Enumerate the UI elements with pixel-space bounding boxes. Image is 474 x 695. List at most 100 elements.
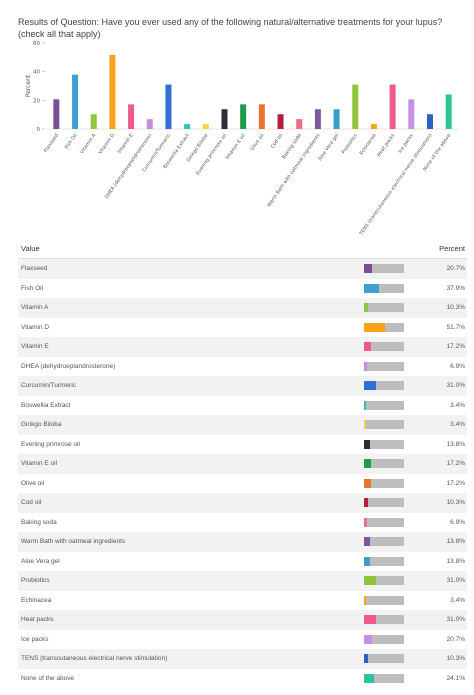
row-bar-cell	[364, 630, 424, 650]
bar	[445, 94, 452, 129]
row-bar-fill	[364, 576, 377, 586]
table-row: Olive oil 17.2%	[18, 474, 467, 494]
row-value-label: Vitamin D	[21, 323, 50, 331]
row-bar-cell	[364, 571, 424, 591]
row-bar-fill	[364, 400, 366, 410]
row-bar-track	[364, 322, 404, 332]
x-tick-label: Vitamin A	[79, 132, 98, 155]
table-row: Curcumin/Turmeric 31.0%	[18, 376, 467, 396]
bar-column-header	[364, 238, 424, 259]
row-value-label: Aloe Vera gel	[21, 557, 60, 565]
row-value-label: Olive oil	[21, 479, 45, 487]
row-value-label: Vitamin A	[18, 298, 364, 318]
row-value-label: Ginkgo Biloba	[18, 415, 364, 435]
x-tick-label: Heat packs	[376, 132, 397, 158]
table-row: Warm Bath with oatmeal ingredients 13.8%	[18, 532, 467, 552]
row-bar-track	[364, 459, 404, 469]
row-bar-cell	[364, 552, 424, 572]
y-tick-label: 20	[33, 98, 40, 104]
x-tick-label: Probiotics	[341, 132, 360, 155]
x-tick-label: Echinacea	[359, 133, 378, 157]
y-tick-label: 0	[37, 127, 41, 133]
row-value-label: Ice packs	[21, 635, 49, 643]
table-row: Boswellia Extract 3.4%	[18, 396, 467, 416]
row-percent: 6.9%	[450, 518, 465, 526]
row-bar-track	[364, 517, 404, 527]
row-bar-fill	[364, 459, 371, 469]
row-bar-fill	[364, 673, 374, 683]
bar	[128, 104, 135, 129]
row-bar-cell	[364, 279, 424, 299]
row-bar-track	[364, 303, 404, 313]
row-bar-fill	[364, 517, 367, 527]
row-percent: 10.3%	[424, 649, 467, 669]
row-bar-fill	[364, 342, 371, 352]
x-tick-label: Baking soda	[281, 133, 303, 161]
row-percent: 37.9%	[446, 284, 465, 292]
row-bar-cell	[364, 337, 424, 357]
row-bar-fill	[364, 283, 380, 293]
row-value-label: Flaxseed	[18, 258, 364, 279]
table-row: Aloe Vera gel 13.8%	[18, 552, 467, 572]
row-percent: 3.4%	[450, 401, 465, 409]
table-row: Fish Oil 37.9%	[18, 279, 467, 299]
chart-title: Results of Question: Have you ever used …	[18, 17, 443, 39]
row-bar-track	[364, 478, 404, 488]
table-header-row: Value Percent	[18, 238, 467, 259]
bar	[53, 99, 60, 129]
table-row: Echinacea 3.4%	[18, 591, 467, 611]
bar	[258, 104, 265, 129]
bar	[146, 119, 153, 129]
row-bar-fill	[364, 439, 370, 449]
row-bar-track	[364, 420, 404, 430]
row-value-label: Fish Oil	[21, 284, 44, 292]
row-value-label: Heat packs	[18, 610, 364, 630]
table-row: DHEA (dehydroeplandrosterone) 6.9%	[18, 357, 467, 377]
row-bar-track	[364, 283, 404, 293]
row-bar-cell	[364, 415, 424, 435]
table-row: Cod oil 10.3%	[18, 493, 467, 513]
y-tick-label: 60	[33, 41, 40, 47]
row-bar-fill	[364, 556, 370, 566]
row-bar-track	[364, 381, 404, 391]
table-row: Probiotics 31.0%	[18, 571, 467, 591]
row-bar-track	[364, 595, 404, 605]
table-row: Vitamin D 51.7%	[18, 318, 467, 338]
bar	[352, 84, 359, 129]
bar	[165, 84, 172, 129]
table-row: Vitamin E oil 17.2%	[18, 454, 467, 474]
bar	[426, 114, 433, 129]
row-bar-track	[364, 264, 404, 274]
bar	[389, 84, 396, 129]
row-bar-track	[364, 615, 404, 625]
row-bar-fill	[364, 303, 369, 313]
row-value-label: Curcumin/Turmeric	[18, 376, 364, 396]
row-bar-fill	[364, 361, 367, 371]
row-bar-track	[364, 634, 404, 644]
row-bar-fill	[364, 654, 369, 664]
row-percent: 13.8%	[446, 557, 465, 565]
row-percent: 31.0%	[424, 571, 467, 591]
row-value-label: DHEA (dehydroeplandrosterone)	[21, 362, 116, 370]
x-tick-label: Vitamin E oil	[225, 133, 247, 161]
x-tick-label: Cod oil	[270, 133, 284, 150]
row-bar-cell	[364, 513, 424, 533]
row-bar-track	[364, 439, 404, 449]
row-bar-cell	[364, 357, 424, 377]
bar	[109, 54, 116, 129]
table-row: Baking soda 6.9%	[18, 513, 467, 533]
row-bar-cell	[364, 298, 424, 318]
row-bar-cell	[364, 435, 424, 455]
row-percent: 10.3%	[424, 493, 467, 513]
row-value-label: Echinacea	[21, 596, 52, 604]
bar	[370, 124, 377, 129]
row-bar-fill	[364, 322, 385, 332]
row-value-label: Vitamin E oil	[18, 454, 364, 474]
row-value-label: Boswellia Extract	[21, 401, 71, 409]
row-percent: 17.2%	[424, 337, 467, 357]
table-row: Evening primrose oil 13.8%	[18, 435, 467, 455]
row-bar-cell	[364, 669, 424, 689]
row-bar-fill	[364, 498, 369, 508]
bar	[296, 119, 303, 129]
